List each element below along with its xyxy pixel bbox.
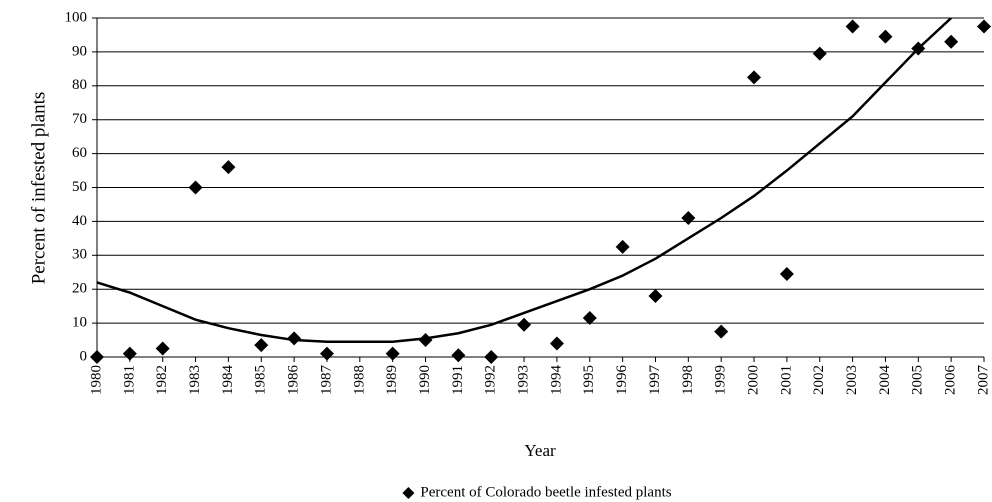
x-tick-label: 1982 bbox=[154, 365, 170, 395]
x-tick-label: 1991 bbox=[450, 365, 466, 395]
point bbox=[944, 34, 959, 49]
point bbox=[878, 29, 893, 44]
y-tick-label: 0 bbox=[80, 348, 88, 364]
point bbox=[484, 350, 499, 364]
x-tick-label: 1986 bbox=[286, 365, 302, 396]
point bbox=[319, 346, 334, 361]
point bbox=[451, 348, 466, 363]
y-tick-label: 70 bbox=[72, 111, 87, 127]
x-tick-label: 1994 bbox=[548, 365, 564, 396]
y-tick-label: 10 bbox=[72, 315, 87, 331]
point bbox=[812, 46, 827, 61]
point bbox=[254, 338, 269, 353]
point bbox=[155, 341, 170, 356]
point bbox=[385, 346, 400, 361]
x-tick-label: 2002 bbox=[811, 365, 827, 395]
x-tick-label: 2003 bbox=[844, 365, 860, 395]
y-tick-label: 40 bbox=[72, 213, 87, 229]
point bbox=[90, 350, 104, 364]
x-tick-label: 1999 bbox=[713, 365, 729, 395]
point bbox=[615, 239, 630, 254]
point bbox=[714, 324, 729, 339]
point bbox=[287, 331, 302, 346]
point bbox=[681, 211, 696, 226]
x-axis-label: Year bbox=[524, 441, 556, 460]
y-tick-label: 60 bbox=[72, 145, 87, 161]
x-tick-label: 1984 bbox=[220, 365, 236, 396]
x-tick-label: 2001 bbox=[778, 365, 794, 395]
point bbox=[122, 346, 137, 361]
point bbox=[845, 19, 860, 34]
point bbox=[549, 336, 564, 351]
x-tick-label: 1988 bbox=[351, 365, 367, 395]
y-tick-label: 100 bbox=[65, 9, 88, 25]
y-tick-label: 80 bbox=[72, 77, 87, 93]
point bbox=[648, 288, 663, 303]
trendline bbox=[97, 18, 953, 343]
x-tick-label: 1989 bbox=[384, 365, 400, 395]
x-tick-label: 1995 bbox=[581, 365, 597, 395]
x-tick-label: 1985 bbox=[253, 365, 269, 395]
x-tick-label: 1983 bbox=[187, 365, 203, 395]
legend-label: Percent of Colorado beetle infested plan… bbox=[420, 484, 671, 500]
x-tick-label: 1987 bbox=[318, 365, 334, 396]
x-tick-label: 2004 bbox=[877, 365, 893, 396]
x-tick-label: 1997 bbox=[647, 365, 663, 396]
x-tick-label: 1981 bbox=[121, 365, 137, 395]
x-tick-label: 2007 bbox=[975, 365, 991, 396]
point bbox=[517, 317, 532, 332]
y-tick-label: 90 bbox=[72, 43, 87, 59]
y-tick-label: 20 bbox=[72, 281, 87, 297]
point bbox=[911, 41, 926, 56]
x-tick-label: 2000 bbox=[745, 365, 761, 395]
point bbox=[221, 160, 236, 175]
x-tick-label: 1980 bbox=[88, 365, 104, 395]
legend-marker bbox=[402, 487, 415, 499]
point bbox=[747, 70, 762, 85]
x-tick-label: 2005 bbox=[910, 365, 926, 395]
y-tick-label: 30 bbox=[72, 247, 87, 263]
y-axis-label: Percent of infested plants bbox=[28, 92, 49, 285]
point bbox=[779, 266, 794, 281]
x-tick-label: 1992 bbox=[483, 365, 499, 395]
x-tick-label: 2006 bbox=[943, 365, 959, 396]
point bbox=[188, 180, 203, 195]
y-tick-label: 50 bbox=[72, 179, 87, 195]
x-tick-label: 1998 bbox=[680, 365, 696, 395]
point bbox=[582, 311, 597, 326]
point bbox=[977, 19, 991, 34]
point bbox=[418, 333, 433, 348]
x-tick-label: 1990 bbox=[417, 365, 433, 395]
x-tick-label: 1996 bbox=[614, 365, 630, 396]
x-tick-label: 1993 bbox=[516, 365, 532, 395]
